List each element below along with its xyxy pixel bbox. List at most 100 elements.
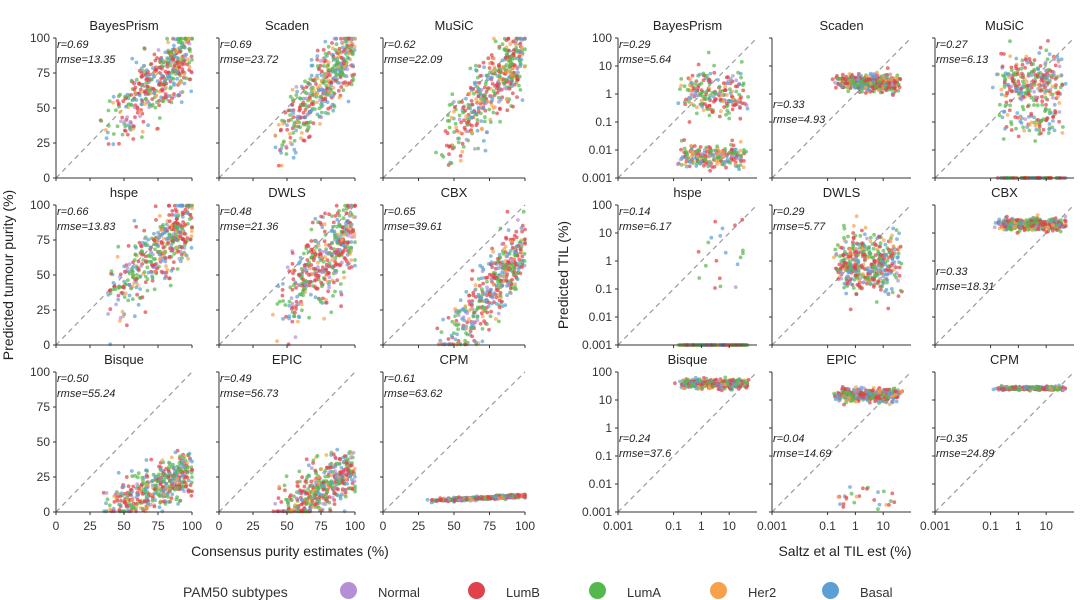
data-point [297,283,301,287]
data-point [693,144,697,148]
data-point [190,475,194,479]
data-point [510,73,514,77]
data-point [175,469,179,473]
data-point [145,506,149,510]
data-point [875,71,879,75]
data-point [509,269,513,273]
data-point [304,497,308,501]
data-point [138,94,142,98]
data-point [443,342,447,346]
data-point [708,169,712,173]
data-point [482,139,486,143]
data-point [312,267,316,271]
data-point [305,457,309,461]
data-point [486,77,490,81]
data-point [304,279,308,283]
data-point [176,267,180,271]
data-point [474,295,478,299]
data-point [314,485,318,489]
data-point [708,160,712,164]
data-point [455,332,459,336]
data-point [320,255,324,259]
data-point [108,503,112,507]
data-point [446,131,450,135]
data-point [495,302,499,306]
data-point [676,101,680,105]
data-point [156,79,160,83]
data-point [128,283,132,287]
data-point [326,112,330,116]
data-point [1028,129,1032,133]
data-point [295,300,299,304]
y-tick-label: 100 [30,365,50,379]
data-point [343,509,347,513]
data-point [136,498,140,502]
data-point [325,490,329,494]
data-point [291,302,295,306]
data-point [435,327,439,331]
data-point [476,307,480,311]
data-point [163,95,167,99]
data-point [450,161,454,165]
data-point [321,283,325,287]
data-point [292,156,296,160]
data-point [482,306,486,310]
data-point [704,157,708,161]
data-point [283,488,287,492]
data-point [487,328,491,332]
data-point [131,98,135,102]
data-point [304,491,308,495]
data-point [1040,103,1044,107]
data-point [862,82,866,86]
data-point [739,154,743,158]
data-point [1037,51,1041,55]
panel-rmse-value: rmse=21.36 [220,221,279,233]
data-point [331,470,335,474]
data-point [507,49,511,53]
data-point [345,44,349,48]
data-point [347,57,351,61]
data-point [328,275,332,279]
data-point [334,271,338,275]
data-point [178,235,182,239]
data-point [881,90,885,94]
data-point [334,251,338,255]
data-point [718,91,722,95]
data-point [144,310,148,314]
data-point [447,316,451,320]
y-tick-label: 1 [605,87,612,101]
data-point [507,228,511,232]
data-point [296,320,300,324]
data-point [313,249,317,253]
data-point [316,261,320,265]
data-point [332,452,336,456]
data-point [476,318,480,322]
data-point [335,473,339,477]
data-point [158,66,162,70]
data-point [349,258,353,262]
data-point [521,224,525,228]
data-point [1002,137,1006,141]
data-point [870,85,874,89]
data-point [858,87,862,91]
data-point [159,489,163,493]
panel-r-value: r=0.33 [773,99,805,111]
data-point [176,486,180,490]
data-point [1032,90,1036,94]
data-point [190,58,194,62]
data-point [300,475,304,479]
data-point [517,84,521,88]
data-point [112,132,116,136]
data-point [190,225,194,229]
data-point [291,277,295,281]
data-point [344,37,348,41]
data-point [441,318,445,322]
data-point [494,496,498,500]
data-point [171,474,175,478]
data-point [465,327,469,331]
panel-rmse-value: rmse=63.62 [384,388,442,400]
y-tick-label: 0.1 [595,115,612,129]
data-point [117,142,121,146]
data-point [327,282,331,286]
